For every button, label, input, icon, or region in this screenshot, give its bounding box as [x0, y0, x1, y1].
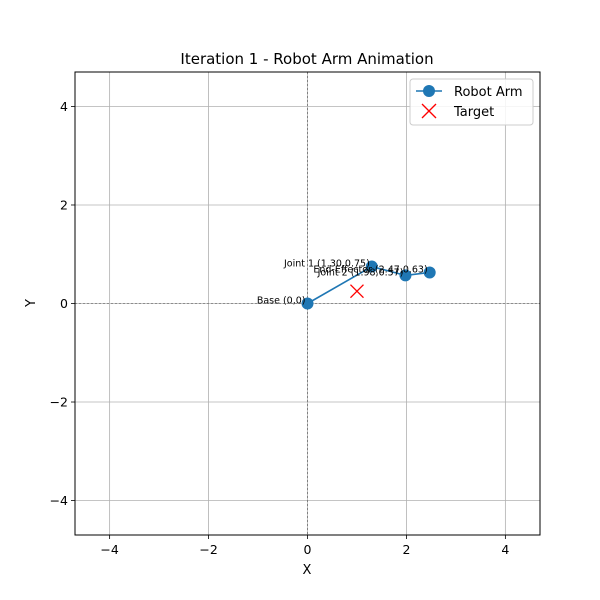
robot-arm-joint-point	[399, 269, 412, 282]
robot-arm-joint-point	[423, 266, 436, 279]
annotations: Base (0,0) Joint 1 (1.30,0.75)Joint 2 (1.…	[257, 259, 428, 307]
legend-target-marker	[421, 103, 437, 119]
x-tick-label: −4	[100, 542, 118, 557]
y-tick-label: −2	[50, 395, 68, 410]
annotation-end-effector: End-Effector (2.47,0.63)	[313, 264, 427, 275]
legend-robot-arm-label: Robot Arm	[454, 85, 523, 100]
chart-title: Iteration 1 - Robot Arm Animation	[180, 50, 433, 68]
y-tick-label: 4	[60, 99, 68, 114]
x-tick-label: 0	[304, 542, 312, 557]
y-tick-label: −4	[50, 493, 68, 508]
legend: Robot Arm Target	[409, 78, 534, 126]
x-tick-label: −2	[199, 542, 217, 557]
y-tick-label: 0	[60, 296, 68, 311]
legend-target-label: Target	[453, 105, 494, 120]
series-layer	[301, 260, 436, 310]
robot-arm-line	[307, 265, 430, 305]
target-point	[350, 284, 364, 299]
x-axis-label: X	[303, 563, 312, 578]
annotation-joint-1: Joint 1 (1.30,0.75)	[283, 259, 370, 270]
robot-arm-joint-point	[365, 260, 378, 273]
annotation-base: Base (0,0)	[257, 296, 306, 307]
legend-robot-arm-marker	[423, 85, 435, 97]
y-axis-label: Y	[24, 299, 39, 308]
ticks: −4 −2 0 2 4 −4 −2 0 2 4	[50, 99, 510, 557]
y-tick-label: 2	[60, 197, 68, 212]
robot-arm-joint-point	[301, 297, 314, 310]
x-tick-label: 4	[501, 542, 509, 557]
x-tick-label: 2	[402, 542, 410, 557]
annotation-joint-2: Joint 2 (1.98,0.57)	[317, 267, 404, 278]
